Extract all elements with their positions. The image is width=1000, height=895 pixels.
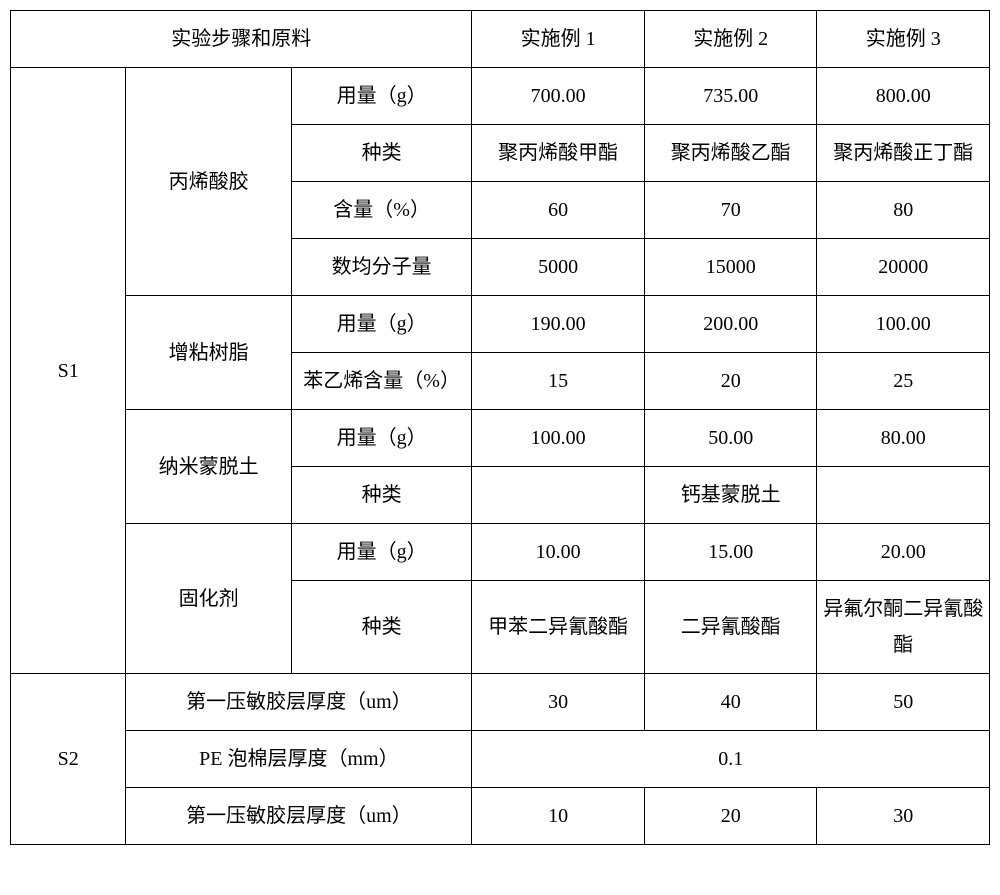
nano-name: 纳米蒙脱土 — [126, 410, 292, 524]
nano-dosage-ex3: 80.00 — [817, 410, 990, 467]
table-row: 纳米蒙脱土 用量（g） 100.00 50.00 80.00 — [11, 410, 990, 467]
curing-name: 固化剂 — [126, 524, 292, 674]
curing-dosage-ex2: 15.00 — [644, 524, 817, 581]
acrylic-type-ex2: 聚丙烯酸乙酯 — [644, 125, 817, 182]
nano-dosage-ex2: 50.00 — [644, 410, 817, 467]
s2-layer2-ex2: 20 — [644, 788, 817, 845]
s2-layer2-ex3: 30 — [817, 788, 990, 845]
s2-layer1-ex3: 50 — [817, 674, 990, 731]
header-ex2: 实施例 2 — [644, 11, 817, 68]
tackifier-dosage-label: 用量（g） — [291, 296, 472, 353]
tackifier-styrene-ex3: 25 — [817, 353, 990, 410]
acrylic-name: 丙烯酸胶 — [126, 68, 292, 296]
curing-dosage-ex3: 20.00 — [817, 524, 990, 581]
nano-dosage-label: 用量（g） — [291, 410, 472, 467]
curing-type-label: 种类 — [291, 581, 472, 674]
s2-pe-value: 0.1 — [472, 731, 990, 788]
header-ex1: 实施例 1 — [472, 11, 645, 68]
curing-type-ex1: 甲苯二异氰酸酯 — [472, 581, 645, 674]
curing-dosage-ex1: 10.00 — [472, 524, 645, 581]
s1-label: S1 — [11, 68, 126, 674]
tackifier-styrene-label: 苯乙烯含量（%） — [291, 353, 472, 410]
tackifier-styrene-ex2: 20 — [644, 353, 817, 410]
nano-type-ex1 — [472, 467, 645, 524]
nano-type-ex3 — [817, 467, 990, 524]
table-row: 固化剂 用量（g） 10.00 15.00 20.00 — [11, 524, 990, 581]
tackifier-dosage-ex3: 100.00 — [817, 296, 990, 353]
acrylic-content-label: 含量（%） — [291, 182, 472, 239]
acrylic-dosage-ex1: 700.00 — [472, 68, 645, 125]
s2-layer1-label: 第一压敏胶层厚度（um） — [126, 674, 472, 731]
table-header-row: 实验步骤和原料 实施例 1 实施例 2 实施例 3 — [11, 11, 990, 68]
table-row: PE 泡棉层厚度（mm） 0.1 — [11, 731, 990, 788]
curing-dosage-label: 用量（g） — [291, 524, 472, 581]
tackifier-styrene-ex1: 15 — [472, 353, 645, 410]
experiment-table: 实验步骤和原料 实施例 1 实施例 2 实施例 3 S1 丙烯酸胶 用量（g） … — [10, 10, 990, 845]
acrylic-mw-label: 数均分子量 — [291, 239, 472, 296]
s2-layer1-ex1: 30 — [472, 674, 645, 731]
table-row: S2 第一压敏胶层厚度（um） 30 40 50 — [11, 674, 990, 731]
table-row: S1 丙烯酸胶 用量（g） 700.00 735.00 800.00 — [11, 68, 990, 125]
tackifier-dosage-ex2: 200.00 — [644, 296, 817, 353]
acrylic-mw-ex1: 5000 — [472, 239, 645, 296]
acrylic-dosage-label: 用量（g） — [291, 68, 472, 125]
acrylic-type-ex3: 聚丙烯酸正丁酯 — [817, 125, 990, 182]
s2-label: S2 — [11, 674, 126, 845]
acrylic-dosage-ex3: 800.00 — [817, 68, 990, 125]
tackifier-name: 增粘树脂 — [126, 296, 292, 410]
table-row: 第一压敏胶层厚度（um） 10 20 30 — [11, 788, 990, 845]
acrylic-type-ex1: 聚丙烯酸甲酯 — [472, 125, 645, 182]
curing-type-ex2: 二异氰酸酯 — [644, 581, 817, 674]
acrylic-dosage-ex2: 735.00 — [644, 68, 817, 125]
acrylic-content-ex3: 80 — [817, 182, 990, 239]
header-steps-materials: 实验步骤和原料 — [11, 11, 472, 68]
header-ex3: 实施例 3 — [817, 11, 990, 68]
s2-layer2-label: 第一压敏胶层厚度（um） — [126, 788, 472, 845]
table-row: 增粘树脂 用量（g） 190.00 200.00 100.00 — [11, 296, 990, 353]
nano-type-label: 种类 — [291, 467, 472, 524]
acrylic-type-label: 种类 — [291, 125, 472, 182]
s2-layer1-ex2: 40 — [644, 674, 817, 731]
acrylic-content-ex2: 70 — [644, 182, 817, 239]
s2-pe-label: PE 泡棉层厚度（mm） — [126, 731, 472, 788]
nano-type-ex2: 钙基蒙脱土 — [644, 467, 817, 524]
acrylic-mw-ex2: 15000 — [644, 239, 817, 296]
acrylic-mw-ex3: 20000 — [817, 239, 990, 296]
nano-dosage-ex1: 100.00 — [472, 410, 645, 467]
curing-type-ex3: 异氟尔酮二异氰酸酯 — [817, 581, 990, 674]
acrylic-content-ex1: 60 — [472, 182, 645, 239]
tackifier-dosage-ex1: 190.00 — [472, 296, 645, 353]
s2-layer2-ex1: 10 — [472, 788, 645, 845]
